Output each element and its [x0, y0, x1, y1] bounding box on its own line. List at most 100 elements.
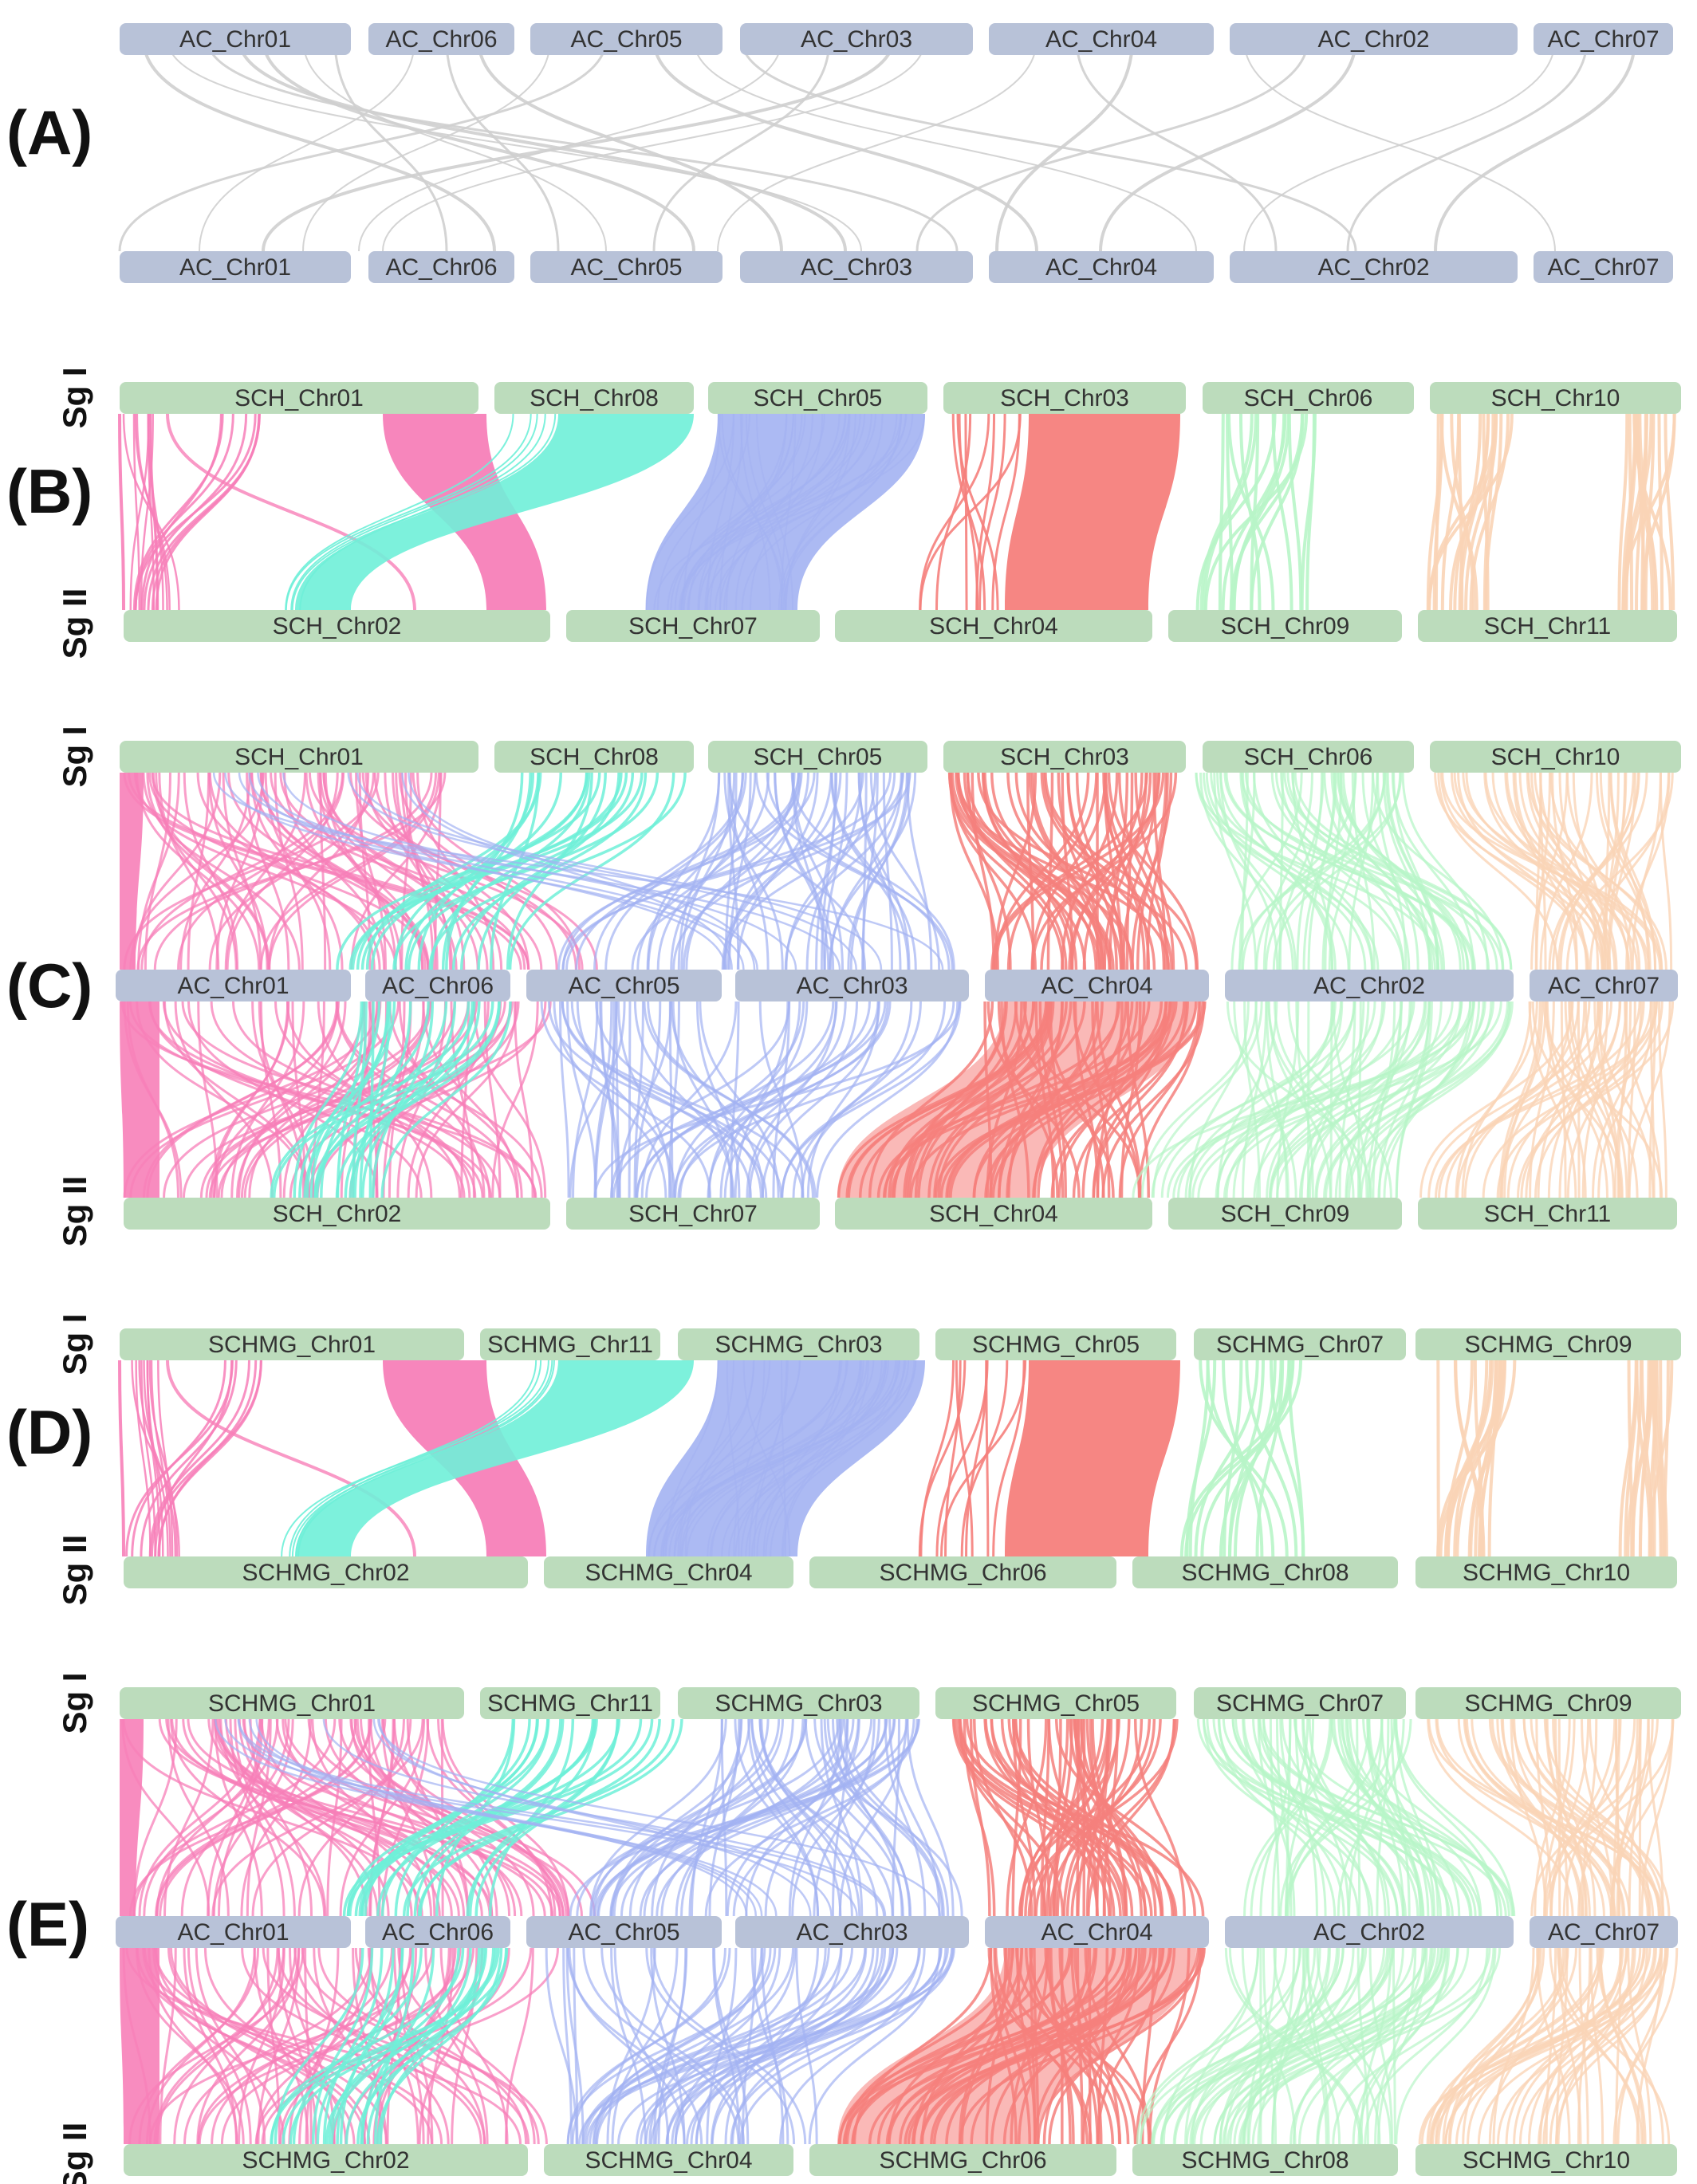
chromosome-bar: AC_Chr06	[368, 251, 514, 283]
synteny-link	[1482, 413, 1490, 611]
synteny-link	[805, 772, 863, 970]
synteny-link	[1534, 772, 1664, 970]
synteny-link	[1395, 1947, 1497, 2145]
synteny-link	[581, 1947, 843, 2145]
synteny-link	[808, 1947, 941, 2145]
synteny-link	[1560, 1001, 1567, 1198]
synteny-link	[290, 413, 538, 611]
synteny-link	[1146, 772, 1169, 970]
synteny-link	[1558, 772, 1600, 970]
synteny-link	[378, 1718, 812, 1917]
chromosome-label: SCHMG_Chr06	[879, 1560, 1046, 1586]
chromosome-bar-shape	[735, 970, 969, 1001]
chromosome-label: SCHMG_Chr05	[972, 1332, 1140, 1358]
chromosome-label: SCH_Chr03	[1000, 744, 1129, 770]
pink-link	[166, 1360, 416, 1557]
chromosome-bar-shape	[368, 23, 514, 55]
red-ribbon	[1005, 414, 1180, 610]
synteny-link	[392, 772, 660, 970]
synteny-link	[1031, 772, 1178, 970]
synteny-link	[1482, 1001, 1652, 1198]
pink-link	[166, 413, 416, 611]
synteny-link	[1530, 772, 1569, 970]
grey-synteny-link	[652, 38, 831, 252]
synteny-link	[1270, 1001, 1495, 1198]
synteny-link	[489, 772, 540, 970]
synteny-link	[158, 772, 220, 970]
chromosome-bar-shape	[1203, 741, 1414, 773]
chromosome-bar: SCH_Chr08	[494, 741, 694, 773]
synteny-link	[595, 1001, 762, 1198]
chromosome-label: SCH_Chr08	[530, 385, 659, 411]
synteny-link	[316, 1947, 404, 2145]
chromosome-bar: AC_Chr06	[368, 23, 514, 55]
synteny-link	[167, 1947, 371, 2145]
synteny-link	[407, 772, 635, 970]
synteny-link	[1297, 1947, 1459, 2145]
chromosome-bar-shape	[740, 251, 973, 283]
chromosome-label: SCHMG_Chr07	[1216, 1690, 1384, 1717]
synteny-link	[173, 1947, 279, 2145]
synteny-link	[1307, 772, 1336, 970]
synteny-link	[1270, 772, 1436, 970]
synteny-link	[224, 1718, 858, 1917]
synteny-link	[593, 1718, 920, 1917]
synteny-link	[359, 1001, 392, 1198]
grey-synteny-link	[167, 38, 862, 252]
synteny-link	[150, 1360, 262, 1557]
synteny-link	[733, 1360, 766, 1557]
synteny-link	[1238, 413, 1262, 611]
synteny-link	[1513, 1718, 1591, 1917]
synteny-link	[570, 1001, 752, 1198]
grey-synteny-link	[302, 38, 551, 252]
chromosome-bar-shape	[124, 1198, 550, 1230]
synteny-link	[1254, 1001, 1289, 1198]
chromosome-label: AC_Chr02	[1317, 26, 1429, 53]
chromosome-label: AC_Chr05	[568, 1919, 679, 1946]
synteny-link	[1278, 772, 1284, 970]
pink-ribbon	[120, 773, 144, 970]
synteny-link	[679, 413, 847, 611]
grey-synteny-link	[262, 38, 695, 252]
synteny-link	[1448, 1947, 1569, 2145]
chromosome-bar: SCH_Chr05	[708, 382, 927, 414]
chromosome-label: AC_Chr04	[1045, 26, 1157, 53]
synteny-link	[1510, 1718, 1547, 1917]
synteny-link	[491, 1001, 539, 1198]
chromosome-bar-shape	[678, 1687, 919, 1719]
synteny-link	[628, 1718, 784, 1917]
synteny-link	[1434, 772, 1604, 970]
chromosome-label: AC_Chr01	[177, 1919, 289, 1946]
synteny-link	[1662, 1360, 1670, 1557]
synteny-link	[396, 1001, 447, 1198]
chromosome-label: AC_Chr03	[801, 26, 912, 53]
synteny-link	[505, 1947, 534, 2145]
chromosome-label: AC_Chr01	[177, 973, 289, 999]
chromosome-bar: SCHMG_Chr04	[544, 2144, 793, 2176]
synteny-link	[1462, 1947, 1542, 2145]
synteny-link	[1253, 1001, 1426, 1198]
synteny-link	[1570, 1001, 1639, 1198]
synteny-link	[1390, 1718, 1411, 1917]
synteny-link	[285, 413, 514, 611]
chromosome-label: SCHMG_Chr10	[1463, 2147, 1630, 2174]
synteny-link	[816, 1001, 959, 1198]
chromosome-bar: AC_Chr04	[989, 251, 1214, 283]
synteny-link	[148, 1360, 179, 1557]
synteny-link	[1464, 413, 1498, 611]
chromosome-label: AC_Chr05	[570, 26, 682, 53]
chromosome-bar-shape	[120, 251, 351, 283]
chromosome-bars-layer: AC_Chr01 AC_Chr06 AC_Chr05 AC_Chr03 AC_Chr04…	[116, 23, 1681, 2176]
grey-synteny-link	[382, 38, 926, 252]
synteny-link	[157, 1360, 174, 1557]
synteny-link	[646, 772, 721, 970]
synteny-link	[1202, 772, 1350, 970]
grey-synteny-link	[445, 38, 560, 252]
synteny-link	[615, 1001, 620, 1198]
pink-link	[118, 413, 125, 611]
synteny-link	[1664, 413, 1675, 611]
synteny-link	[222, 772, 262, 970]
synteny-link	[1184, 1360, 1303, 1557]
synteny-link	[1187, 1001, 1376, 1198]
chromosome-label: SCH_Chr07	[628, 613, 758, 639]
